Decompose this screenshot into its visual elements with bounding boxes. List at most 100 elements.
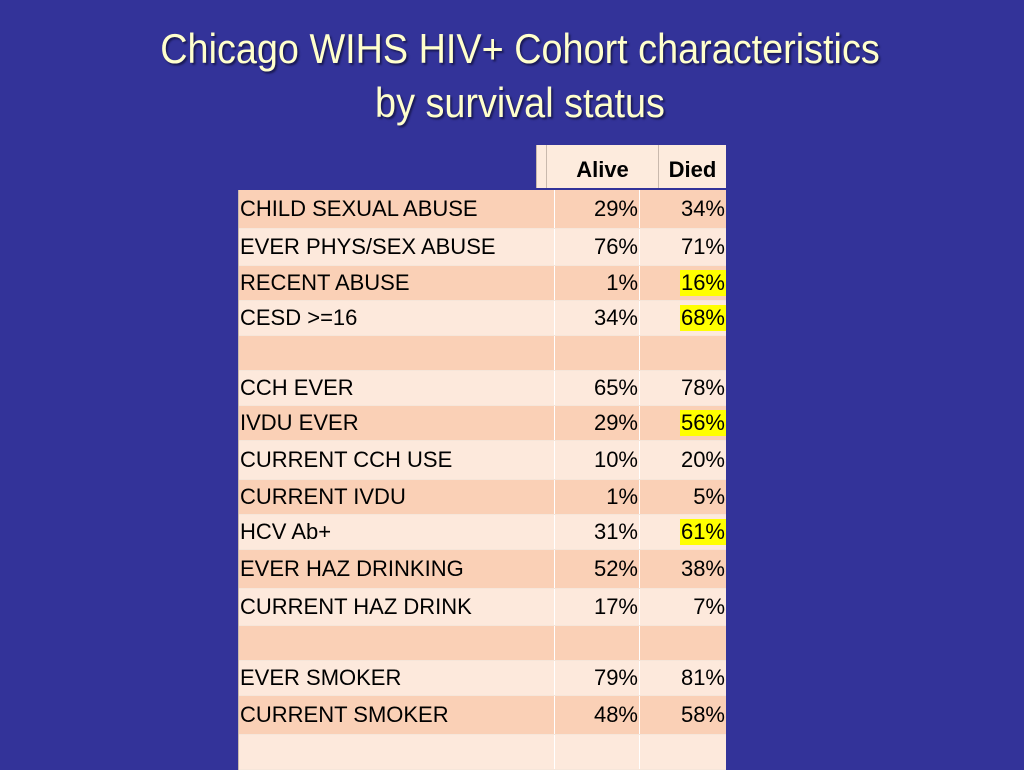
alive-value (555, 735, 640, 769)
alive-value-text: 79% (593, 665, 638, 690)
table-row: CURRENT HAZ DRINK 17% 7% (239, 589, 726, 626)
alive-value-text: 10% (593, 447, 638, 472)
alive-value (555, 626, 640, 660)
table-row: IVDU EVER 29% 56% (239, 406, 726, 441)
alive-value: 1% (555, 266, 640, 300)
alive-value-text: 29% (593, 410, 638, 435)
row-label-text: CCH EVER (240, 375, 354, 400)
died-value-text: 20% (680, 447, 725, 472)
died-value: 56% (640, 406, 726, 440)
died-value-highlighted: 68% (679, 305, 726, 331)
row-label: EVER PHYS/SEX ABUSE (239, 229, 555, 265)
row-label-text: CURRENT SMOKER (240, 702, 449, 727)
alive-value-text: 17% (593, 594, 638, 619)
died-value: 68% (640, 301, 726, 335)
row-label (239, 735, 555, 769)
alive-value: 29% (555, 190, 640, 228)
row-label-text: RECENT ABUSE (240, 270, 410, 295)
died-value-text: 38% (680, 556, 725, 581)
died-value: 58% (640, 696, 726, 734)
alive-value-text: 48% (593, 702, 638, 727)
alive-value: 17% (555, 589, 640, 625)
row-label-text: CHILD SEXUAL ABUSE (240, 196, 478, 221)
died-value-text: 78% (680, 375, 725, 400)
row-label: CURRENT IVDU (239, 480, 555, 514)
alive-value: 79% (555, 661, 640, 695)
row-label-text: EVER PHYS/SEX ABUSE (240, 234, 496, 259)
died-value: 20% (640, 441, 726, 479)
died-value: 81% (640, 661, 726, 695)
table-row: CURRENT IVDU 1% 5% (239, 480, 726, 515)
died-value-highlighted: 56% (679, 410, 726, 436)
died-value-text: 58% (680, 702, 725, 727)
row-label (239, 336, 555, 370)
row-label-text: EVER SMOKER (240, 665, 402, 690)
died-value-highlighted: 16% (679, 270, 726, 296)
died-value (640, 626, 726, 660)
row-label: EVER HAZ DRINKING (239, 550, 555, 588)
row-label: EVER SMOKER (239, 661, 555, 695)
slide-title: Chicago WIHS HIV+ Cohort characteristics… (40, 22, 1000, 130)
table-row: CURRENT SMOKER 48% 58% (239, 696, 726, 735)
table-row (239, 735, 726, 770)
alive-value-text: 76% (593, 234, 638, 259)
table-row: HCV Ab+ 31% 61% (239, 515, 726, 550)
alive-value: 52% (555, 550, 640, 588)
alive-value: 65% (555, 371, 640, 405)
alive-value-text: 29% (593, 196, 638, 221)
died-value: 61% (640, 515, 726, 549)
characteristics-table: CHILD SEXUAL ABUSE 29% 34% EVER PHYS/SEX AB… (238, 190, 726, 770)
died-value-text: 71% (680, 234, 725, 259)
row-label-text: CURRENT CCH USE (240, 447, 453, 472)
alive-value-text: 1% (606, 484, 638, 509)
alive-value: 76% (555, 229, 640, 265)
alive-value: 29% (555, 406, 640, 440)
died-value: 34% (640, 190, 726, 228)
row-label-text: EVER HAZ DRINKING (240, 556, 464, 581)
died-value-text: 81% (680, 665, 725, 690)
table-row (239, 336, 726, 371)
alive-value-text: 52% (593, 556, 638, 581)
alive-value-text: 34% (593, 305, 638, 330)
alive-value: 1% (555, 480, 640, 514)
alive-value-text: 31% (593, 519, 638, 544)
died-value-text: 5% (693, 484, 725, 509)
table-header: Alive Died (536, 145, 726, 188)
table-row: CHILD SEXUAL ABUSE 29% 34% (239, 190, 726, 229)
row-label-text: CURRENT HAZ DRINK (240, 594, 472, 619)
row-label: CHILD SEXUAL ABUSE (239, 190, 555, 228)
died-value: 7% (640, 589, 726, 625)
table-row: EVER SMOKER 79% 81% (239, 661, 726, 696)
died-value-text: 34% (680, 196, 725, 221)
died-value: 5% (640, 480, 726, 514)
table-row: RECENT ABUSE 1% 16% (239, 266, 726, 301)
slide-title-line-1: Chicago WIHS HIV+ Cohort characteristics (160, 25, 880, 72)
alive-value-text: 1% (606, 270, 638, 295)
slide-title-line-2: by survival status (375, 79, 665, 126)
died-value (640, 735, 726, 769)
died-value: 38% (640, 550, 726, 588)
header-died: Died (668, 157, 717, 182)
alive-value-text: 65% (593, 375, 638, 400)
alive-value: 31% (555, 515, 640, 549)
row-label: HCV Ab+ (239, 515, 555, 549)
row-label: RECENT ABUSE (239, 266, 555, 300)
table-row: EVER PHYS/SEX ABUSE 76% 71% (239, 229, 726, 266)
table-row (239, 626, 726, 661)
row-label: CURRENT SMOKER (239, 696, 555, 734)
row-label-text: CURRENT IVDU (240, 484, 406, 509)
row-label: CURRENT HAZ DRINK (239, 589, 555, 625)
died-value-text: 7% (693, 594, 725, 619)
died-value-highlighted: 61% (679, 519, 726, 545)
header-stub-cell (537, 145, 547, 188)
table-row: CURRENT CCH USE 10% 20% (239, 441, 726, 480)
alive-value: 48% (555, 696, 640, 734)
row-label: IVDU EVER (239, 406, 555, 440)
alive-value: 34% (555, 301, 640, 335)
died-value: 16% (640, 266, 726, 300)
alive-value: 10% (555, 441, 640, 479)
row-label: CCH EVER (239, 371, 555, 405)
table-row: EVER HAZ DRINKING 52% 38% (239, 550, 726, 589)
row-label-text: IVDU EVER (240, 410, 359, 435)
died-value: 71% (640, 229, 726, 265)
